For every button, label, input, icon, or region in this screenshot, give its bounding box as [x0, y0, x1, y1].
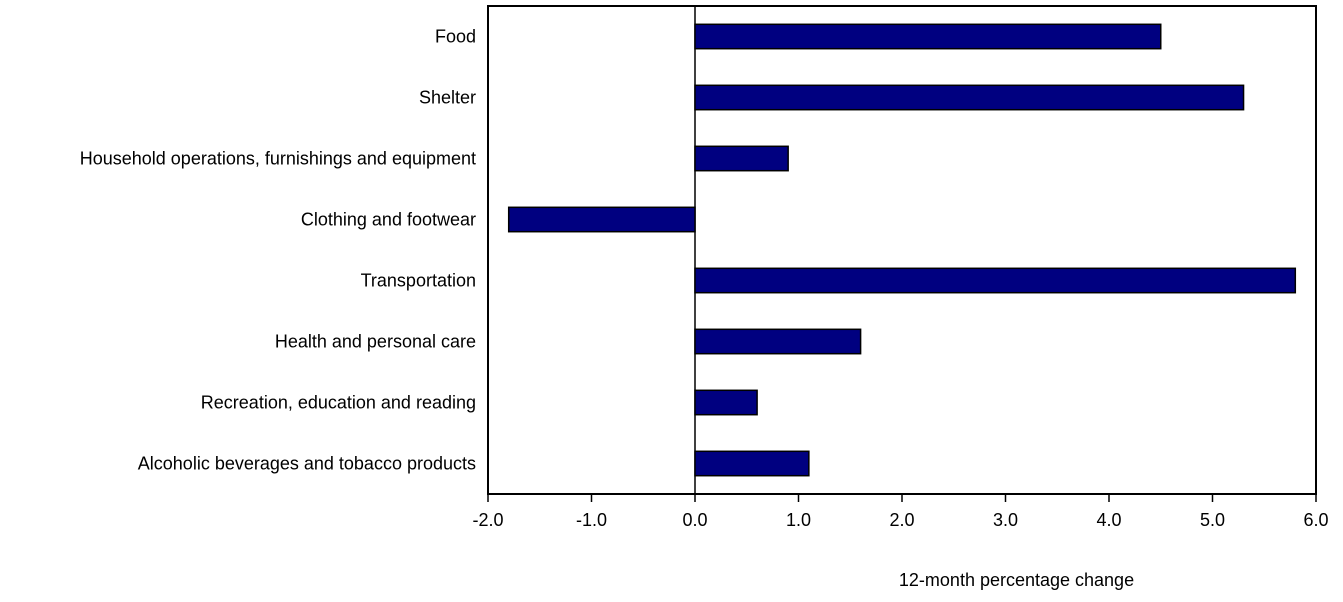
- bar-3: [694, 145, 789, 172]
- bar-8: [694, 450, 810, 477]
- x-tick-label: 4.0: [1096, 510, 1121, 530]
- bar-1: [694, 23, 1162, 50]
- category-label: Recreation, education and reading: [201, 393, 476, 413]
- category-label: Transportation: [361, 271, 476, 291]
- x-tick-label: 3.0: [993, 510, 1018, 530]
- category-labels: Food Shelter Household operations, furnish…: [80, 27, 476, 474]
- bar-4: [507, 206, 696, 233]
- x-axis-title: 12-month percentage change: [899, 570, 1134, 590]
- plot-area-frame: [487, 5, 1317, 495]
- bar-7: [694, 389, 758, 416]
- category-label: Alcoholic beverages and tobacco products: [138, 454, 476, 474]
- x-axis-ticks: -2.0 -1.0 0.0 1.0 2.0 3.0 4.0 5.0 6.0: [472, 494, 1329, 530]
- category-label: Clothing and footwear: [301, 210, 476, 230]
- category-label: Food: [435, 27, 476, 47]
- x-tick-label: 1.0: [786, 510, 811, 530]
- x-tick-label: -2.0: [472, 510, 503, 530]
- bar-2: [694, 84, 1245, 111]
- x-tick-label: 2.0: [889, 510, 914, 530]
- x-tick-label: 6.0: [1303, 510, 1328, 530]
- category-label: Shelter: [419, 88, 476, 108]
- category-label: Household operations, furnishings and eq…: [80, 149, 476, 169]
- x-tick-label: 5.0: [1200, 510, 1225, 530]
- category-label: Health and personal care: [275, 332, 476, 352]
- x-tick-label: -1.0: [576, 510, 607, 530]
- bar-group: [507, 23, 1297, 477]
- x-tick-label: 0.0: [682, 510, 707, 530]
- bar-6: [694, 328, 862, 355]
- bar-5: [694, 267, 1297, 294]
